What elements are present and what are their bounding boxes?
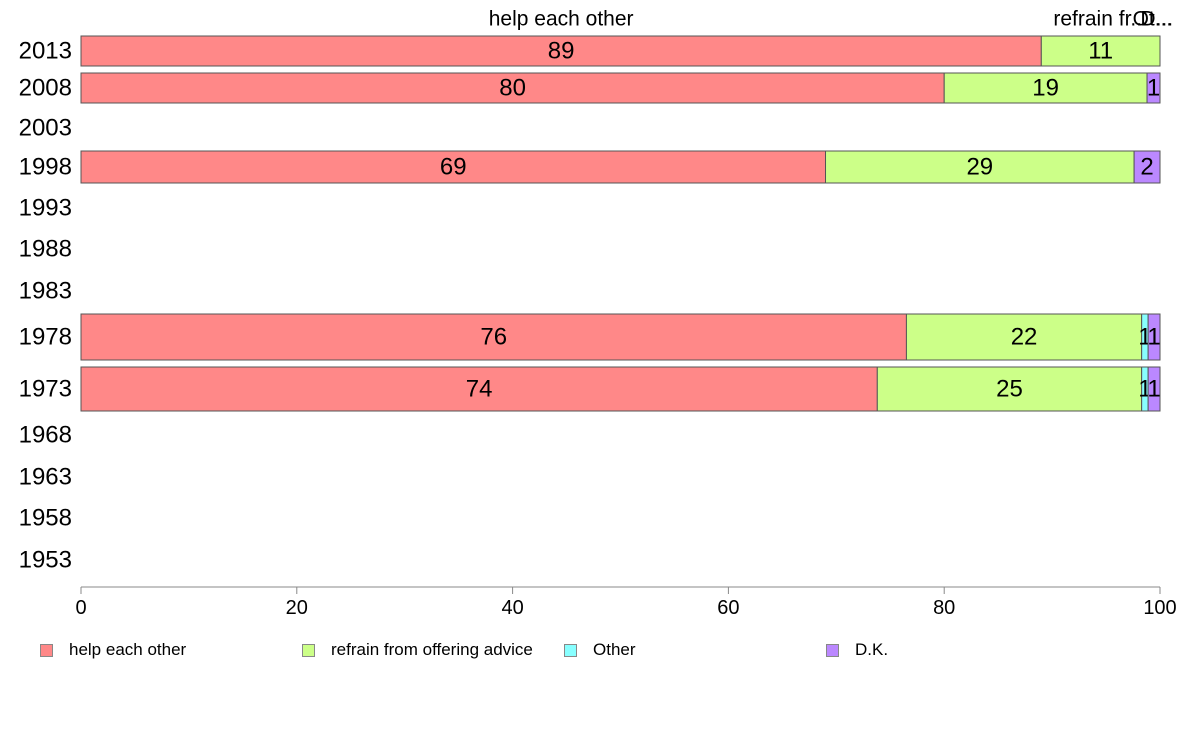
category-label-1993: 1993 (19, 195, 72, 222)
category-label-2008: 2008 (19, 75, 72, 102)
x-tick-label-20: 20 (286, 597, 308, 619)
bar-1998-d-k- (1133, 150, 1161, 184)
legend-swatch-refrain (302, 643, 315, 657)
category-label-2013: 2013 (19, 38, 72, 65)
legend-item-refrain: refrain from offering advice (302, 638, 533, 662)
top-series-label-0: help each other (489, 8, 634, 31)
data-label-1978-1: 22 (1011, 324, 1038, 351)
legend-label-refrain: refrain from offering advice (331, 640, 533, 659)
category-label-1998: 1998 (19, 154, 72, 181)
legend-item-other: Other (564, 638, 636, 662)
category-label-1988: 1988 (19, 236, 72, 263)
data-label-1978-3: 1 (1147, 324, 1160, 351)
bar-1973-refrain-from-offering-advice (876, 366, 1143, 412)
top-series-label-3: D... (1140, 8, 1173, 31)
category-label-1983: 1983 (19, 278, 72, 305)
data-label-2008-1: 19 (1032, 75, 1059, 102)
category-label-1978: 1978 (19, 324, 72, 351)
bar-1973-d-k- (1147, 366, 1161, 412)
data-label-1998-0: 69 (440, 154, 467, 181)
bar-2008-help-each-other (80, 72, 945, 104)
bar-1978-refrain-from-offering-advice (905, 313, 1143, 361)
x-tick-label-60: 60 (717, 597, 739, 619)
data-label-1998-1: 29 (966, 154, 993, 181)
x-tick-label-40: 40 (501, 597, 523, 619)
legend-label-other: Other (593, 640, 636, 659)
bar-1998-help-each-other (80, 150, 827, 184)
legend-swatch-other (564, 643, 577, 657)
bar-2013-help-each-other (80, 35, 1042, 67)
bar-2008-d-k- (1146, 72, 1161, 104)
bar-2013-refrain-from-offering-advice (1040, 35, 1161, 67)
category-label-1968: 1968 (19, 422, 72, 449)
legend: help each other refrain from offering ad… (0, 638, 1188, 662)
category-label-1973: 1973 (19, 376, 72, 403)
legend-item-dk: D.K. (826, 638, 888, 662)
legend-swatch-dk (826, 643, 839, 657)
bar-1998-refrain-from-offering-advice (825, 150, 1135, 184)
data-label-2008-0: 80 (499, 75, 526, 102)
category-label-2003: 2003 (19, 115, 72, 142)
legend-swatch-help-each-other (40, 643, 53, 657)
bar-1978-d-k- (1147, 313, 1161, 361)
data-label-2013-1: 11 (1088, 38, 1113, 65)
top-series-label-1: refrain fr... (1053, 8, 1148, 31)
data-label-1973-3: 1 (1147, 376, 1160, 403)
category-label-1958: 1958 (19, 505, 72, 532)
x-tick-label-0: 0 (75, 597, 86, 619)
data-label-1973-0: 74 (466, 376, 493, 403)
bar-1978-help-each-other (80, 313, 907, 361)
legend-label-dk: D.K. (855, 640, 889, 659)
x-tick-label-100: 100 (1143, 597, 1176, 619)
legend-item-help-each-other: help each other (40, 638, 186, 662)
category-label-1953: 1953 (19, 547, 72, 574)
data-label-1973-1: 25 (996, 376, 1023, 403)
data-label-1998-3: 2 (1140, 154, 1153, 181)
data-label-2013-0: 89 (548, 38, 575, 65)
legend-label-help-each-other: help each other (69, 640, 187, 659)
data-label-1978-0: 76 (480, 324, 507, 351)
x-tick-label-80: 80 (933, 597, 955, 619)
data-label-2008-3: 1 (1147, 75, 1160, 102)
category-label-1963: 1963 (19, 464, 72, 491)
top-series-label-2: Ot... (1133, 8, 1173, 31)
